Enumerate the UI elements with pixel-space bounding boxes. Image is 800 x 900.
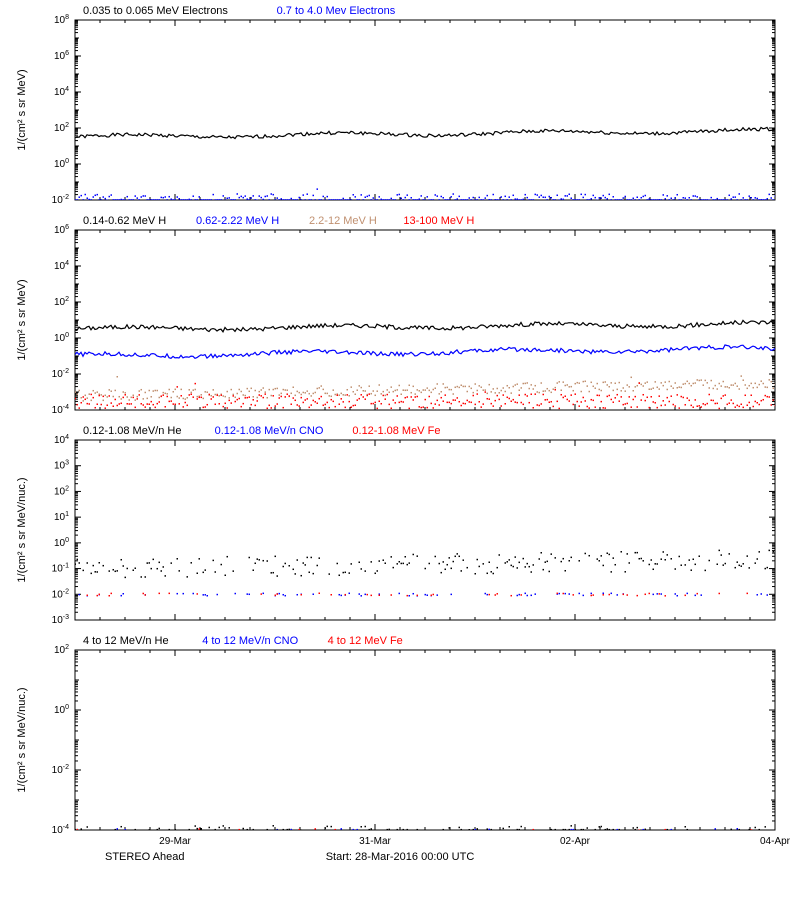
y-tick-label: 102 (54, 644, 69, 656)
series-legend-label: 0.7 to 4.0 Mev Electrons (277, 5, 396, 17)
series-legend-label: 4 to 12 MeV/n He (83, 635, 169, 647)
series-legend-label: 0.12-1.08 MeV/n He (83, 425, 181, 437)
y-tick-label: 100 (54, 158, 69, 170)
chart-svg: 10-2 100 102 104 106 108 1/(cm² s sr MeV) 0.035… (0, 0, 800, 900)
x-tick-label: 29-Mar (159, 836, 191, 847)
series-legend-label: 4 to 12 MeV/n CNO (202, 635, 298, 647)
y-tick-label: 106 (54, 224, 69, 236)
y-tick-label: 10-2 (52, 368, 69, 380)
x-tick-label: 04-Apr (760, 836, 791, 847)
y-tick-label: 10-2 (52, 764, 69, 776)
footer-center: Start: 28-Mar-2016 00:00 UTC (326, 851, 475, 863)
y-tick-label: 10-2 (52, 588, 69, 600)
y-tick-label: 108 (54, 14, 69, 26)
y-tick-label: 10-4 (52, 824, 69, 836)
y-tick-label: 10-1 (52, 563, 69, 575)
y-tick-label: 102 (54, 485, 69, 497)
y-tick-label: 102 (54, 122, 69, 134)
x-tick-label: 31-Mar (359, 836, 391, 847)
y-tick-label: 104 (54, 260, 69, 272)
y-tick-label: 102 (54, 296, 69, 308)
y-tick-label: 106 (54, 50, 69, 62)
y-tick-label: 100 (54, 537, 69, 549)
series-legend-label: 2.2-12 MeV H (309, 215, 377, 227)
panel-series-group (75, 550, 775, 597)
series-legend-label: 4 to 12 MeV Fe (328, 635, 403, 647)
footer-left: STEREO Ahead (105, 851, 185, 863)
series-legend-label: 0.62-2.22 MeV H (196, 215, 279, 227)
panel-series-group (75, 320, 777, 409)
y-tick-label: 100 (54, 332, 69, 344)
panel-frame (75, 20, 775, 200)
y-axis-label: 1/(cm² s sr MeV/nuc.) (16, 687, 28, 792)
panel-frame (75, 230, 775, 410)
y-tick-label: 104 (54, 434, 69, 446)
y-axis-label: 1/(cm² s sr MeV) (16, 69, 28, 150)
y-axis-label: 1/(cm² s sr MeV) (16, 279, 28, 360)
series-legend-label: 0.035 to 0.065 MeV Electrons (83, 5, 228, 17)
panel-frame (75, 440, 775, 620)
y-tick-label: 10-2 (52, 194, 69, 206)
x-tick-label: 02-Apr (560, 836, 591, 847)
panel-series-group (75, 127, 777, 201)
y-tick-label: 10-3 (52, 614, 69, 626)
y-tick-label: 104 (54, 86, 69, 98)
series-legend-label: 0.12-1.08 MeV/n CNO (215, 425, 324, 437)
panel-frame (75, 650, 775, 830)
series-legend-label: 0.12-1.08 MeV Fe (352, 425, 440, 437)
series-legend-label: 13-100 MeV H (403, 215, 474, 227)
series-legend-label: 0.14-0.62 MeV H (83, 215, 166, 227)
stereo-plot-container: 10-2 100 102 104 106 108 1/(cm² s sr MeV) 0.035… (0, 0, 800, 900)
y-tick-label: 101 (54, 511, 69, 523)
y-tick-label: 10-4 (52, 404, 69, 416)
y-tick-label: 100 (54, 704, 69, 716)
y-tick-label: 103 (54, 460, 69, 472)
y-axis-label: 1/(cm² s sr MeV/nuc.) (16, 477, 28, 582)
